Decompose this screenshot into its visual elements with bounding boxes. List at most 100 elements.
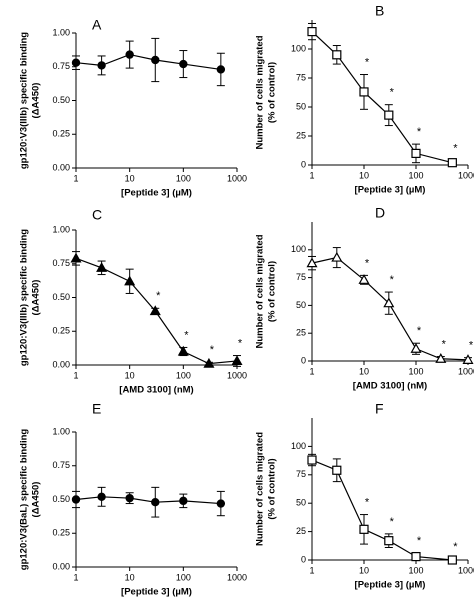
x-tick-label: 1000 [227,370,247,380]
y-tick-label: 50 [296,300,306,310]
significance-marker: * [156,290,161,302]
significance-marker: * [184,329,189,341]
x-tick-label: 10 [359,366,369,376]
significance-marker: * [469,340,474,352]
significance-marker: * [417,535,422,547]
point [332,50,342,60]
point [216,65,226,74]
point [179,496,188,506]
x-axis-label: [Peptide 3] (µM) [121,587,192,598]
x-tick-label: 100 [176,572,191,582]
panel-letter: D [375,205,385,221]
y-tick-label: 0.25 [52,129,70,139]
panel-letter: B [375,3,384,19]
panel-letter: E [92,401,101,417]
point [358,274,370,284]
y-tick-label: 0.00 [52,359,70,369]
y-axis-label: Number of cells migrated [255,234,266,348]
x-axis-label: [Peptide 3] (µM) [121,188,192,199]
y-tick-label: 50 [296,498,306,508]
point [216,499,226,508]
significance-marker: * [417,325,422,337]
x-axis-label: [Peptide 3] (µM) [355,185,426,196]
point [125,50,134,59]
significance-marker: * [453,541,458,553]
significance-marker: * [390,87,395,99]
y-tick-label: 75 [296,272,306,282]
y-tick-label: 75 [296,72,306,82]
significance-marker: * [390,274,395,286]
significance-marker: * [453,142,458,154]
y-tick-label: 0.00 [52,561,70,571]
y-tick-label: 100 [291,43,306,53]
point [411,551,421,562]
x-tick-label: 100 [408,366,423,376]
significance-marker: * [210,344,215,356]
significance-marker: * [238,337,243,349]
y-axis-label: Number of cells migrated [255,432,266,546]
point [384,110,394,120]
y-tick-label: 50 [296,101,306,111]
point [307,455,317,465]
point [306,257,318,268]
point [411,148,421,158]
x-tick-label: 1 [73,572,78,582]
x-axis-label: [AMD 3100] (nM) [353,381,427,392]
point [447,158,457,168]
y-axis-label: (ΔA450) [31,482,42,518]
point [97,492,106,501]
y-axis-label: Number of cells migrated [255,35,266,149]
significance-marker: * [365,496,370,508]
x-tick-label: 10 [125,370,135,380]
y-tick-label: 75 [296,469,306,479]
y-tick-label: 25 [296,328,306,338]
x-tick-label: 100 [408,170,423,180]
y-axis-label: (% of control) [267,458,278,519]
x-axis-label: [AMD 3100] (nM) [119,385,193,396]
x-axis-label: [Peptide 3] (µM) [355,580,426,591]
y-tick-label: 0.00 [52,162,70,172]
panel-letter: A [92,17,102,33]
y-axis-label: gp120:V3(BaL) specific binding [19,429,30,571]
panel-letter: C [92,207,102,223]
point [149,305,161,316]
panel-letter: F [375,401,384,417]
point [410,343,422,353]
y-tick-label: 25 [296,130,306,140]
point [435,353,447,363]
data-line [75,496,221,505]
point [203,357,215,368]
y-tick-label: 0.75 [52,61,70,71]
point [97,61,106,70]
significance-marker: * [390,516,395,528]
x-tick-label: 1000 [227,572,247,582]
x-tick-label: 1000 [458,366,474,376]
significance-marker: * [442,338,447,350]
point [71,495,81,504]
y-tick-label: 0.75 [52,258,70,268]
point [151,498,160,507]
point [384,536,394,546]
y-axis-label: (% of control) [267,261,278,322]
x-tick-label: 100 [408,565,423,575]
x-tick-label: 1 [73,173,78,183]
significance-marker: * [365,56,370,68]
y-tick-label: 100 [291,441,306,451]
point [359,524,369,534]
y-tick-label: 1.00 [52,224,70,234]
y-tick-label: 1.00 [52,27,70,37]
point [462,354,474,364]
x-tick-label: 1000 [458,565,474,575]
x-tick-label: 10 [359,170,369,180]
point [307,27,317,37]
y-tick-label: 25 [296,526,306,536]
x-tick-label: 100 [176,173,191,183]
y-tick-label: 0.25 [52,528,70,538]
point [383,297,395,308]
point [231,355,243,366]
y-tick-label: 0.50 [52,95,70,105]
point [177,345,189,356]
point [151,55,160,65]
